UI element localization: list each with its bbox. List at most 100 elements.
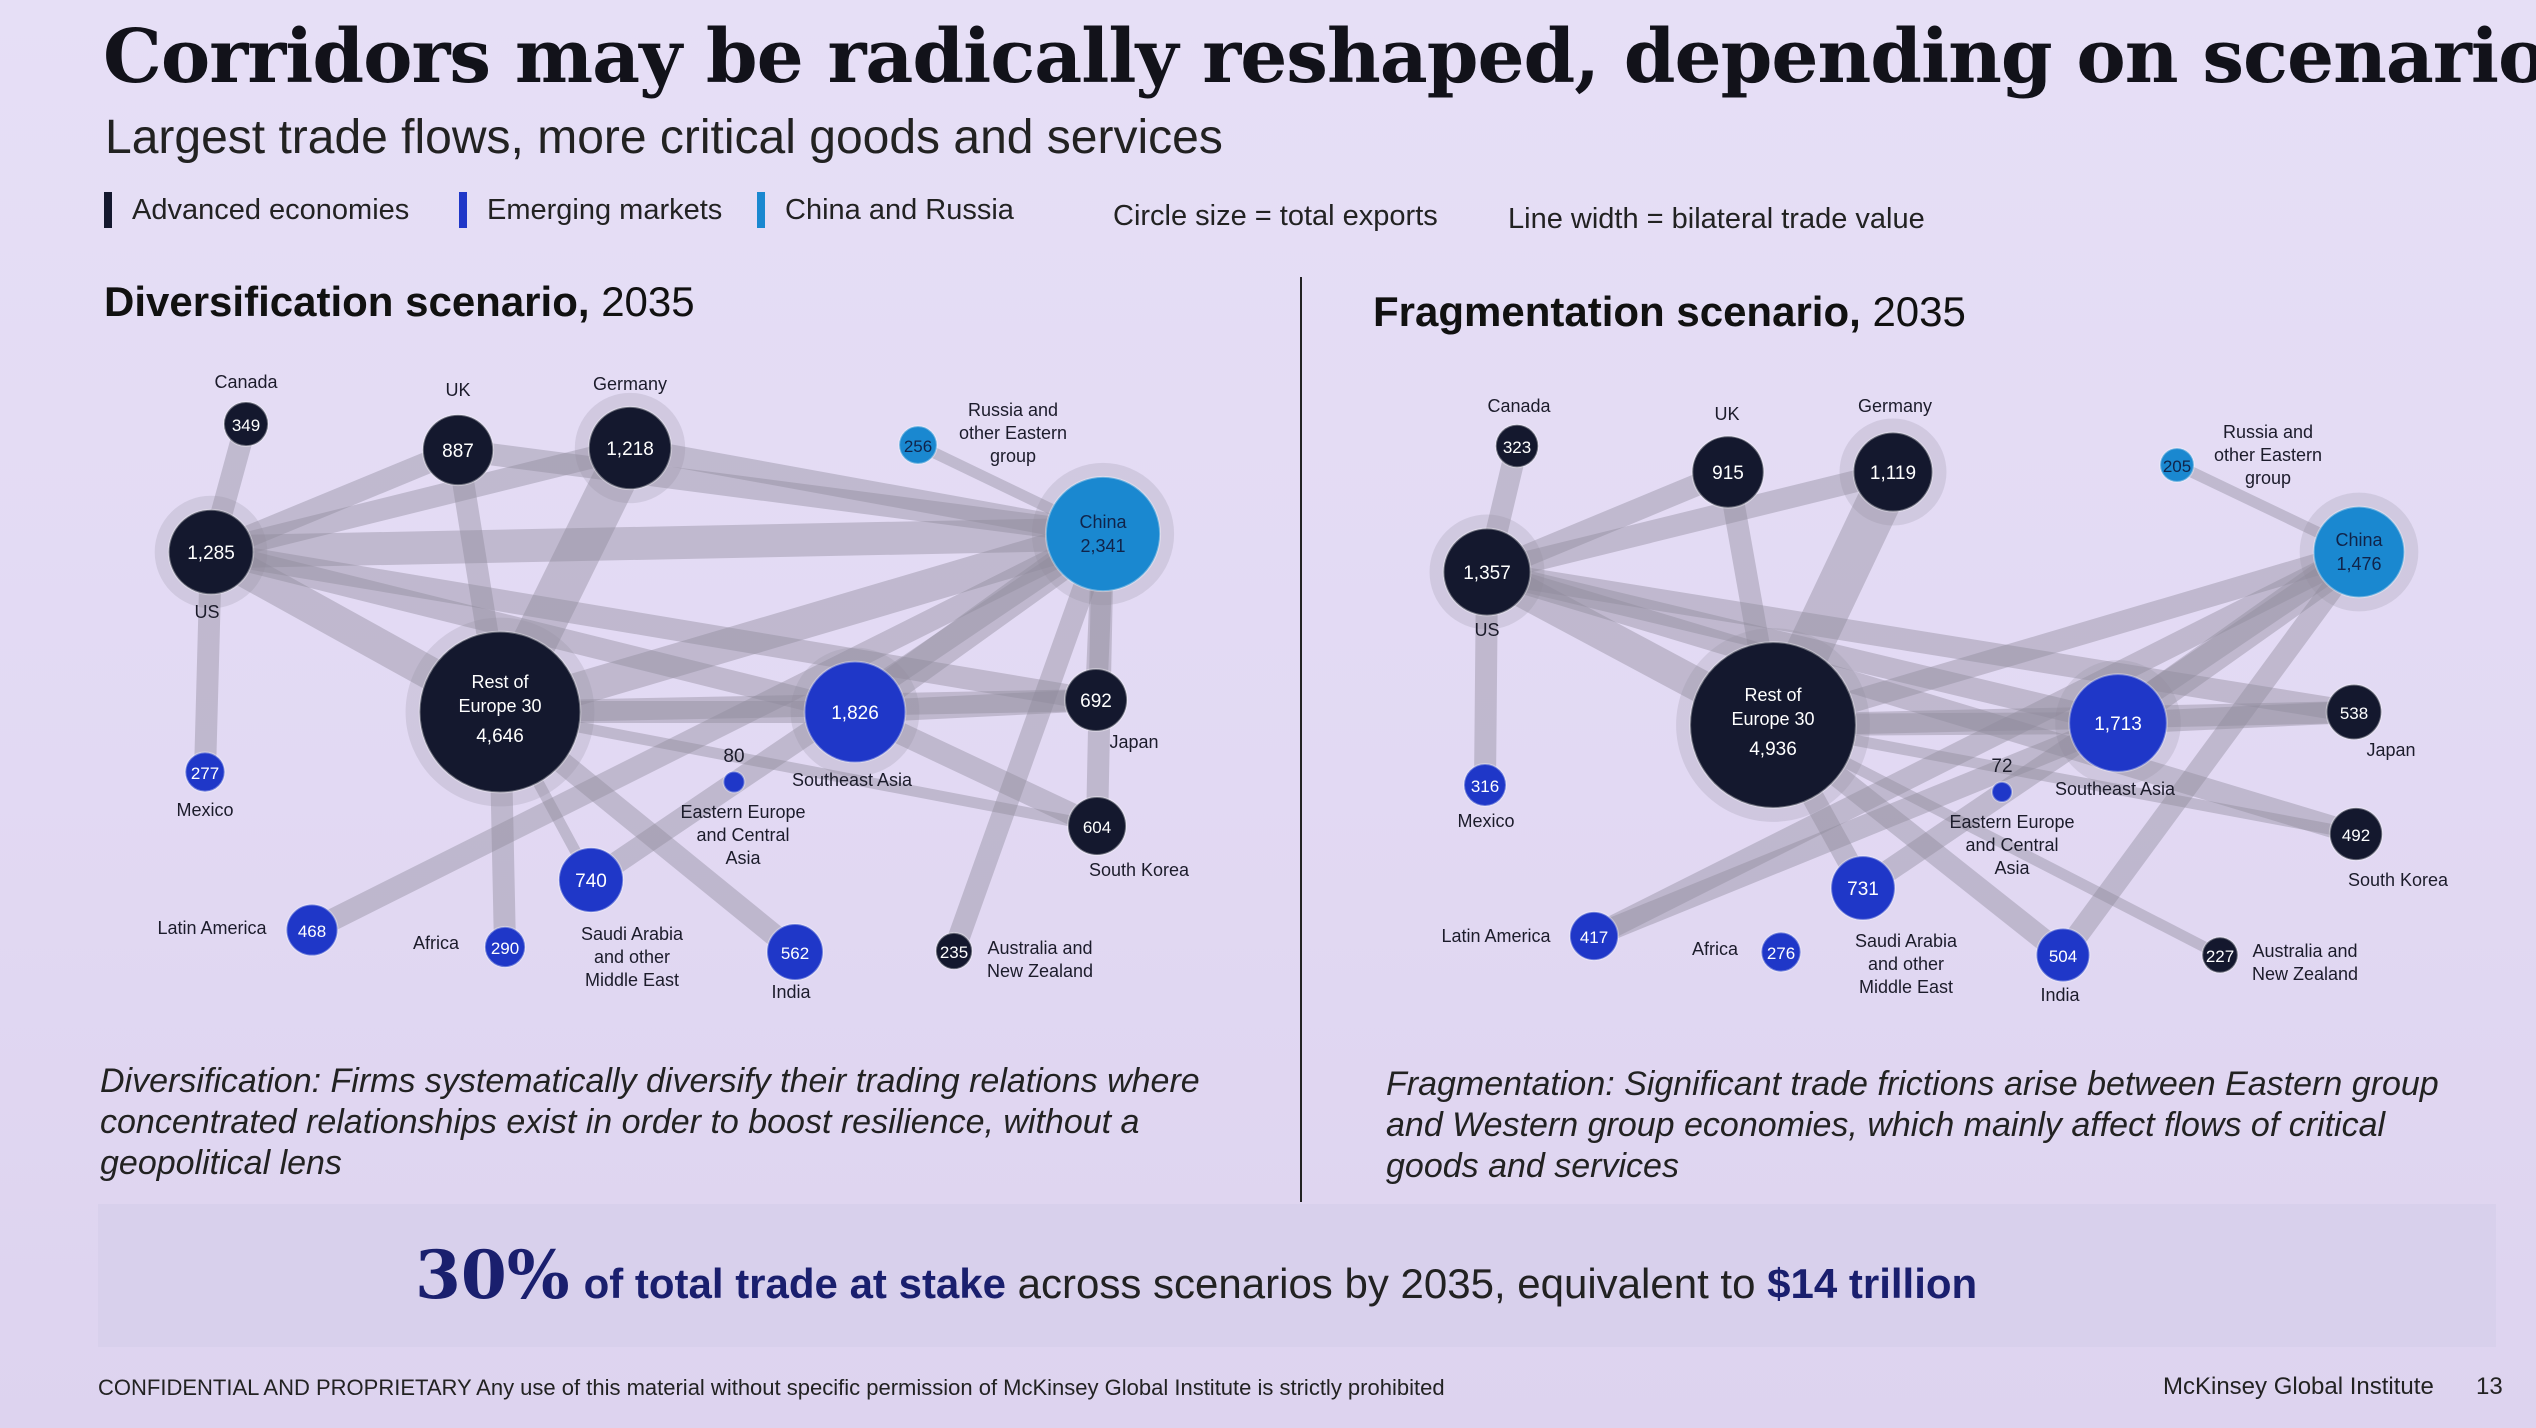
diversification-node-china: China 2,341 [1044, 475, 1162, 593]
slide-title: Corridors may be radically reshaped, dep… [103, 14, 2536, 100]
diversification-bubble-mexico [184, 751, 226, 793]
diversification-name-us: US [194, 602, 219, 622]
diversification-flow-rest_europe-japan [489, 689, 1107, 723]
fragmentation-flow-china-latam [1583, 541, 2370, 947]
fragmentation-node-uk: 915 UK [1691, 404, 1765, 509]
diversification-title-year: 2035 [589, 278, 695, 325]
legend-circle-note: Circle size = total exports [1113, 200, 1438, 233]
fragmentation-node-ee_ca: 72 Eastern Europe and Central Asia [1949, 756, 2074, 878]
circle-size-note: Circle size = total exports [1113, 200, 1438, 232]
fragmentation-value-saudi: 731 [1847, 879, 1879, 900]
fragmentation-node-russia: 205 Russia and other Eastern group [2159, 422, 2322, 488]
fragmentation-name-ee_ca-2: Asia [1994, 858, 2030, 878]
fragmentation-label2-rest_europe: Europe 30 [1731, 709, 1814, 729]
fragmentation-value-us: 1,357 [1463, 563, 1511, 584]
fragmentation-bubble-germany [1852, 431, 1934, 513]
fragmentation-value-se_asia: 1,713 [2094, 714, 2142, 735]
fragmentation-name-japan: Japan [2366, 740, 2415, 760]
fragmentation-bubble-canada [1494, 423, 1540, 469]
diversification-name-ee_ca: Eastern Europe [680, 802, 805, 822]
fragmentation-nodes: 323 Canada 915 UK 1,119 Germany 205 Russia and o… [1441, 396, 2449, 1005]
diversification-bubble-germany [587, 405, 673, 491]
diversification-value-saudi: 740 [575, 871, 607, 892]
fragmentation-value-anz: 227 [2206, 947, 2234, 966]
fragmentation-flow-rest_europe-south_korea [1767, 719, 2362, 840]
footer-brand: McKinsey Global Institute [2163, 1373, 2434, 1400]
fragmentation-bubble-latam [1568, 910, 1620, 962]
diversification-flow-rest_europe-south_korea [494, 706, 1103, 832]
diversification-name-south_korea: South Korea [1089, 860, 1190, 880]
diversification-bubble-russia [898, 425, 938, 465]
fragmentation-bubble-south_korea [2328, 806, 2384, 862]
diversification-name-se_asia: Southeast Asia [792, 770, 913, 790]
fragmentation-flow-china-india [2052, 541, 2370, 966]
fragmentation-value-uk: 915 [1712, 463, 1744, 484]
diversification-value-mexico: 277 [191, 764, 219, 783]
diversification-value-us: 1,285 [187, 543, 235, 564]
summary-amount: $14 trillion [1767, 1260, 1978, 1307]
diversification-node-ee_ca: 80 Eastern Europe and Central Asia [680, 746, 805, 868]
diversification-bubble-india [766, 923, 824, 981]
fragmentation-name-latam: Latin America [1441, 926, 1551, 946]
diversification-value-germany: 1,218 [606, 439, 654, 460]
diversification-bubble-saudi [557, 846, 625, 914]
diversification-value-south_korea: 604 [1083, 818, 1111, 837]
fragmentation-flow-china-rest_europe [1762, 541, 2370, 736]
diversification-name-japan: Japan [1109, 732, 1158, 752]
diversification-value-se_asia: 1,826 [831, 703, 879, 724]
diversification-network: 349 Canada 887 UK 1,218 Germany 256 Russia and o… [154, 372, 1190, 1002]
diversification-value-uk: 887 [442, 441, 474, 462]
fragmentation-flow-us-germany [1476, 461, 1904, 583]
diversification-flow-china-rest_europe [483, 517, 1120, 729]
fragmentation-bubble-russia [2159, 447, 2195, 483]
legend-emerging: Emerging markets [459, 192, 722, 228]
diversification-name-uk: UK [445, 380, 470, 400]
diversification-value-africa: 290 [491, 939, 519, 958]
fragmentation-bubble-anz [2201, 936, 2239, 974]
diversification-name-russia-1: other Eastern [959, 423, 1067, 443]
fragmentation-value-germany: 1,119 [1870, 463, 1916, 484]
fragmentation-flow-us-uk [1476, 461, 1739, 583]
fragmentation-flow-rest_europe-anz [1767, 719, 2226, 961]
diversification-node-latam: 468 Latin America [157, 903, 339, 957]
fragmentation-caption: Fragmentation: Significant trade frictio… [1386, 1065, 2439, 1185]
diversification-label2-rest_europe: Europe 30 [458, 696, 541, 716]
legend-china-russia: China and Russia [757, 192, 1014, 228]
fragmentation-name-saudi-2: Middle East [1859, 977, 1953, 997]
fragmentation-value-china: 1,476 [2336, 554, 2381, 574]
fragmentation-value-india: 504 [2049, 947, 2077, 966]
summary-percent: 30% [415, 1236, 570, 1314]
fragmentation-name-russia-2: group [2245, 468, 2291, 488]
diversification-node-germany: 1,218 Germany [587, 374, 673, 491]
fragmentation-name-russia-1: other Eastern [2214, 445, 2322, 465]
diversification-value-ee_ca: 80 [723, 746, 744, 767]
diversification-flow-us-uk [200, 439, 469, 563]
diversification-node-india: 562 India [766, 923, 824, 1002]
fragmentation-value-south_korea: 492 [2342, 826, 2370, 845]
fragmentation-flow-us-japan [1476, 561, 2365, 723]
summary-banner [98, 1204, 2496, 1347]
fragmentation-node-india: 504 India [2035, 927, 2091, 1005]
diversification-label-rest_europe: Rest of [471, 672, 529, 692]
fragmentation-name-se_asia: Southeast Asia [2055, 779, 2176, 799]
fragmentation-label-china: China [2335, 530, 2383, 550]
legend-label-emerging: Emerging markets [487, 193, 723, 226]
diversification-value-canada: 349 [232, 416, 260, 435]
diversification-node-mexico: 277 Mexico [176, 751, 234, 820]
fragmentation-value-russia: 205 [2163, 457, 2191, 476]
diversification-bubble-japan [1063, 667, 1129, 733]
fragmentation-node-japan: 538 Japan [2325, 683, 2416, 760]
legend-advanced: Advanced economies [104, 192, 409, 228]
fragmentation-value-mexico: 316 [1471, 777, 1499, 796]
fragmentation-value-canada: 323 [1503, 438, 1531, 457]
diversification-name-russia: Russia and [968, 400, 1058, 420]
diversification-value-latam: 468 [298, 922, 326, 941]
diversification-value-russia: 256 [904, 437, 932, 456]
diversification-name-mexico: Mexico [176, 800, 233, 820]
fragmentation-name-uk: UK [1714, 404, 1739, 424]
fragmentation-name-germany: Germany [1858, 396, 1932, 416]
diversification-bubble-anz [934, 931, 974, 971]
diversification-nodes: 349 Canada 887 UK 1,218 Germany 256 Russia and o… [157, 372, 1190, 1002]
fragmentation-name-canada: Canada [1487, 396, 1551, 416]
fragmentation-bubble-india [2035, 927, 2091, 983]
